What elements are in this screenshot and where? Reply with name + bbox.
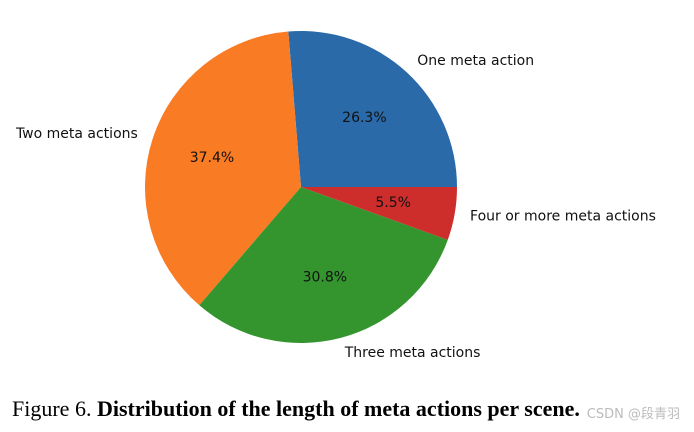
watermark: CSDN @段青羽 — [587, 407, 680, 422]
value-label: 26.3% — [342, 110, 386, 126]
pie-slice — [288, 30, 457, 187]
slice-label: Two meta actions — [15, 126, 138, 142]
pie-slice — [301, 187, 457, 240]
caption-text: Distribution of the length of meta actio… — [97, 396, 580, 421]
slice-label: One meta action — [417, 53, 534, 69]
pie-slice — [199, 187, 448, 343]
pie-slice — [144, 31, 301, 306]
caption-label: Figure 6. — [12, 396, 91, 421]
value-label: 37.4% — [190, 150, 234, 166]
value-label: 5.5% — [375, 195, 411, 211]
value-label: 30.8% — [303, 270, 347, 286]
caption: Figure 6. Distribution of the length of … — [12, 396, 580, 421]
slice-label: Four or more meta actions — [470, 209, 656, 225]
slice-label: Three meta actions — [344, 345, 481, 361]
